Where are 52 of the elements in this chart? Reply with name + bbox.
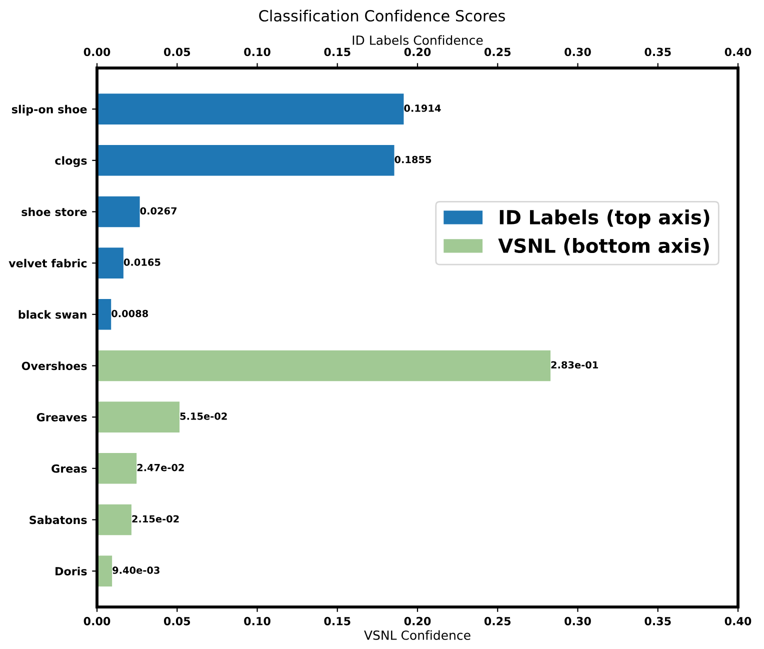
x2-tick-label: 0.05 [164,48,190,56]
x2-tick-label: 0.00 [84,48,110,56]
x-axis-title: VSNL Confidence [364,630,470,640]
x2-tick-label: 0.30 [564,48,591,56]
y-tick-label: Doris [56,566,87,576]
x-tick-label: 0.05 [164,616,190,626]
x-tick-label: 0.35 [644,616,671,626]
y-tick-label: Greas [52,464,87,473]
x2-tick-label: 0.15 [324,48,350,56]
bar [97,504,132,536]
x-tick-label: 0.25 [484,616,511,626]
x2-tick-label: 0.20 [404,48,431,56]
data-label: 2.47e-02 [137,464,184,472]
x-tick-label: 0.00 [84,616,110,626]
data-label: 9.40e-03 [112,566,160,574]
bar [97,196,140,228]
x2-tick-label: 0.35 [644,48,671,56]
chart-title: Classification Confidence Scores [259,10,505,22]
x-tick-label: 0.15 [324,616,350,626]
x-tick-label: 0.20 [404,616,431,626]
y-tick-label: Overshoes [22,362,87,370]
data-label: 0.0165 [124,258,160,266]
bar [97,556,112,586]
data-label: 2.15e-02 [132,515,179,523]
y-tick-label: black swan [18,310,86,319]
x-tick-label: 0.30 [564,616,591,626]
bar [97,94,404,124]
y-tick-label: Greaves [36,413,87,422]
bar [97,145,394,176]
bar [97,453,137,484]
legend-label: VSNL (bottom axis) [498,238,709,256]
legend-label: ID Labels (top axis) [500,209,710,228]
y-tick-label: velvet fabric [8,258,87,268]
y-tick-label: slip-on shoe [12,104,87,116]
data-label: 5.15e-02 [180,412,227,420]
x2-tick-label: 0.25 [484,48,511,56]
x2-axis-title: ID Labels Confidence [352,35,483,45]
data-label: 0.0088 [112,310,148,318]
x2-tick-label: 0.40 [724,48,752,56]
y-tick-label: Sabatons [30,516,87,524]
x-tick-label: 0.10 [244,616,270,626]
bar [97,248,124,278]
data-label: 0.1914 [404,104,441,112]
x-tick-label: 0.40 [724,616,752,626]
bar [97,350,551,382]
y-tick-label: shoe store [22,208,87,216]
x2-tick-label: 0.10 [244,48,270,56]
data-label: 2.83e-01 [551,361,598,369]
data-label: 0.0267 [140,207,177,215]
data-label: 0.1855 [394,156,432,164]
y-tick-label: clogs [55,156,87,168]
bar [97,402,180,432]
